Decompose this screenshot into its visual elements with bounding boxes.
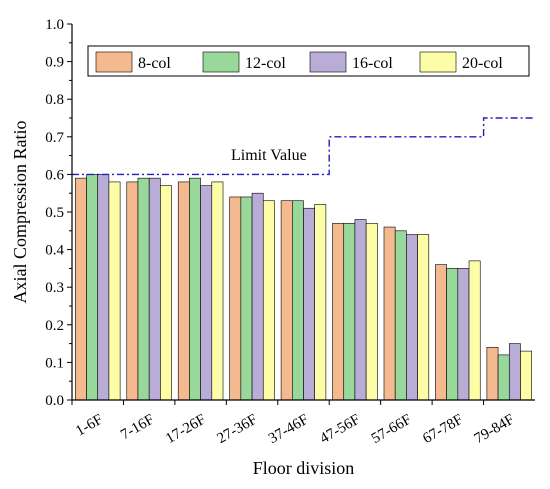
bar-12-col-67-78F: [446, 268, 459, 401]
y-axis-title: Axial Compression Ratio: [10, 121, 30, 304]
y-tick-label: 0.5: [45, 205, 64, 221]
bar-12-col-1-6F: [86, 174, 99, 401]
y-tick-label: 1.0: [45, 17, 64, 33]
x-tick-label: 57-66F: [369, 412, 415, 448]
bar-8-col-79-84F: [486, 347, 499, 401]
bar-8-col-17-26F: [177, 181, 190, 401]
bar-8-col-57-66F: [383, 226, 396, 401]
legend-swatch-16-col: [309, 51, 347, 73]
bar-20-col-17-26F: [211, 181, 224, 401]
y-tick-label: 0.2: [45, 318, 64, 334]
bar-20-col-7-16F: [160, 185, 172, 401]
bar-12-col-57-66F: [394, 230, 407, 401]
bar-8-col-7-16F: [126, 181, 139, 401]
bar-8-col-47-56F: [332, 222, 345, 401]
legend-label-12-col: 12-col: [245, 55, 286, 72]
bar-16-col-47-56F: [354, 219, 367, 401]
bar-8-col-67-78F: [435, 264, 447, 401]
y-tick-label: 0.8: [45, 92, 64, 108]
x-tick-label: 27-36F: [215, 412, 261, 448]
bar-12-col-27-36F: [240, 196, 253, 401]
bar-16-col-27-36F: [251, 192, 264, 401]
bar-16-col-1-6F: [97, 174, 110, 401]
x-tick-label: 37-46F: [266, 412, 312, 448]
bar-20-col-27-36F: [262, 200, 275, 401]
legend-label-20-col: 20-col: [462, 55, 503, 72]
bar-16-col-57-66F: [406, 234, 418, 401]
y-tick-label: 0.9: [45, 55, 64, 71]
bar-16-col-37-46F: [303, 207, 315, 401]
x-axis-title: Floor division: [253, 458, 355, 478]
legend-label-16-col: 16-col: [352, 55, 393, 72]
limit-value-label: Limit Value: [231, 147, 307, 164]
bar-20-col-67-78F: [468, 260, 481, 401]
limit-line-group: [72, 117, 535, 176]
x-tick-label: 47-56F: [317, 412, 363, 448]
bar-16-col-79-84F: [508, 343, 521, 401]
bar-12-col-37-46F: [291, 200, 304, 401]
y-tick-label: 0.0: [45, 393, 64, 409]
y-tick-label: 0.6: [45, 167, 64, 183]
legend-label-8-col: 8-col: [138, 55, 171, 72]
legend: 8-col 12-col 16-col 20-col: [87, 45, 530, 77]
bar-12-col-17-26F: [189, 177, 201, 401]
bar-20-col-57-66F: [417, 234, 430, 401]
bars-group: [75, 174, 532, 401]
bar-12-col-79-84F: [497, 354, 510, 401]
bar-12-col-47-56F: [343, 222, 356, 401]
bar-8-col-1-6F: [75, 177, 87, 401]
x-tick-label: 67-78F: [420, 412, 466, 448]
x-tick-label: 1-6F: [73, 412, 106, 440]
bar-20-col-47-56F: [365, 222, 378, 401]
bar-20-col-1-6F: [108, 181, 121, 401]
bar-20-col-37-46F: [314, 204, 327, 401]
legend-swatch-20-col: [419, 51, 457, 73]
bar-12-col-7-16F: [137, 177, 150, 401]
bar-16-col-7-16F: [148, 177, 161, 401]
limit-line: [72, 117, 535, 176]
legend-swatch-8-col: [95, 51, 133, 73]
y-tick-label: 0.4: [45, 243, 64, 259]
y-tick-label: 0.3: [45, 280, 64, 296]
legend-swatch-12-col: [202, 51, 240, 73]
x-tick-label: 7-16F: [118, 412, 157, 444]
bar-16-col-67-78F: [457, 268, 470, 401]
bar-20-col-79-84F: [520, 350, 532, 401]
bar-16-col-17-26F: [200, 185, 213, 401]
bar-8-col-37-46F: [280, 200, 293, 401]
y-tick-label: 0.1: [45, 355, 64, 371]
x-tick-label: 79-84F: [472, 412, 518, 448]
y-tick-label: 0.7: [45, 130, 64, 146]
bar-8-col-27-36F: [229, 196, 242, 401]
x-tick-label: 17-26F: [163, 412, 209, 448]
